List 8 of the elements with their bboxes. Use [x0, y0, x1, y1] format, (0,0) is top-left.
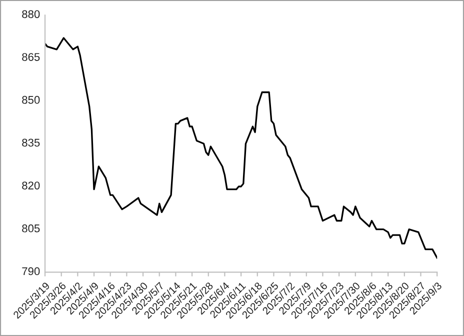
- y-tick-label: 835: [22, 138, 40, 147]
- line-series: [45, 37, 438, 259]
- y-tick-label: 790: [22, 267, 40, 276]
- y-tick-label: 805: [22, 224, 40, 232]
- y-tick-label: 850: [22, 96, 40, 104]
- y-tick-label: 865: [22, 53, 40, 61]
- y-tick-label: 820: [22, 182, 40, 190]
- y-tick-label: 880: [22, 10, 40, 18]
